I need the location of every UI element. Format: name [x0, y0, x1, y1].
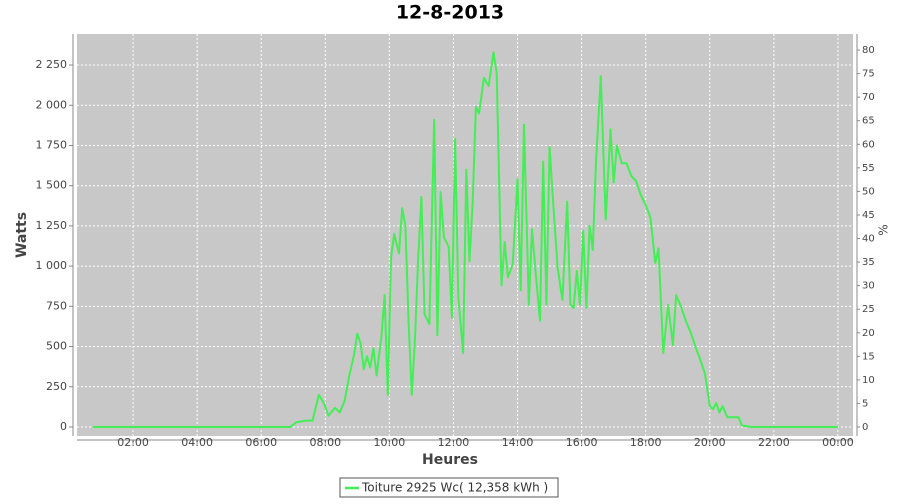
y-tick-label: 1 500: [36, 179, 68, 192]
y2-tick-label: 60: [862, 139, 875, 150]
x-tick-label: 08:00: [309, 436, 341, 449]
y-tick-label: 2 000: [36, 98, 68, 111]
legend: [339, 477, 559, 498]
x-tick-label: 12:00: [438, 436, 470, 449]
y2-tick-label: 20: [862, 328, 875, 339]
y2-axis-title: %: [877, 224, 891, 235]
legend-label: Toiture 2925 Wc( 12,358 kWh ): [361, 481, 548, 495]
x-tick-label: 16:00: [566, 436, 598, 449]
y-tick-label: 0: [60, 420, 67, 433]
y2-tick-label: 45: [862, 210, 875, 221]
x-tick-label: 02:00: [117, 436, 149, 449]
chart-title: 12-8-2013: [396, 2, 504, 24]
y2-tick-label: 5: [862, 398, 868, 409]
y2-tick-label: 40: [862, 234, 875, 245]
y2-tick-label: 0: [862, 422, 868, 433]
x-tick-label: 00:00: [822, 436, 854, 449]
y2-tick-label: 70: [862, 92, 875, 103]
y-tick-label: 250: [46, 380, 67, 393]
y2-tick-label: 15: [862, 351, 875, 362]
x-axis-title: Heures: [422, 452, 478, 468]
y-tick-label: 500: [46, 340, 67, 353]
y-tick-label: 750: [46, 299, 67, 312]
y-tick-label: 1 250: [36, 219, 68, 232]
y2-tick-label: 65: [862, 116, 875, 127]
y2-tick-label: 25: [862, 304, 875, 315]
y2-tick-label: 10: [862, 375, 875, 386]
y-axis-title: Watts: [14, 212, 30, 258]
x-tick-label: 06:00: [245, 436, 277, 449]
x-tick-label: 18:00: [630, 436, 662, 449]
y-tick-label: 2 250: [36, 58, 68, 71]
y-tick-label: 1 000: [36, 259, 68, 272]
x-tick-label: 10:00: [374, 436, 406, 449]
y2-tick-label: 30: [862, 281, 875, 292]
y2-tick-label: 35: [862, 257, 875, 268]
y2-tick-label: 55: [862, 163, 875, 174]
x-tick-label: 22:00: [758, 436, 790, 449]
x-tick-label: 04:00: [181, 436, 213, 449]
y2-tick-label: 50: [862, 186, 875, 197]
y-tick-label: 1 750: [36, 138, 68, 151]
data-line: [93, 51, 838, 428]
y2-tick-label: 80: [862, 45, 875, 56]
y2-tick-label: 75: [862, 69, 875, 80]
x-tick-label: 20:00: [694, 436, 726, 449]
x-tick-label: 14:00: [502, 436, 534, 449]
